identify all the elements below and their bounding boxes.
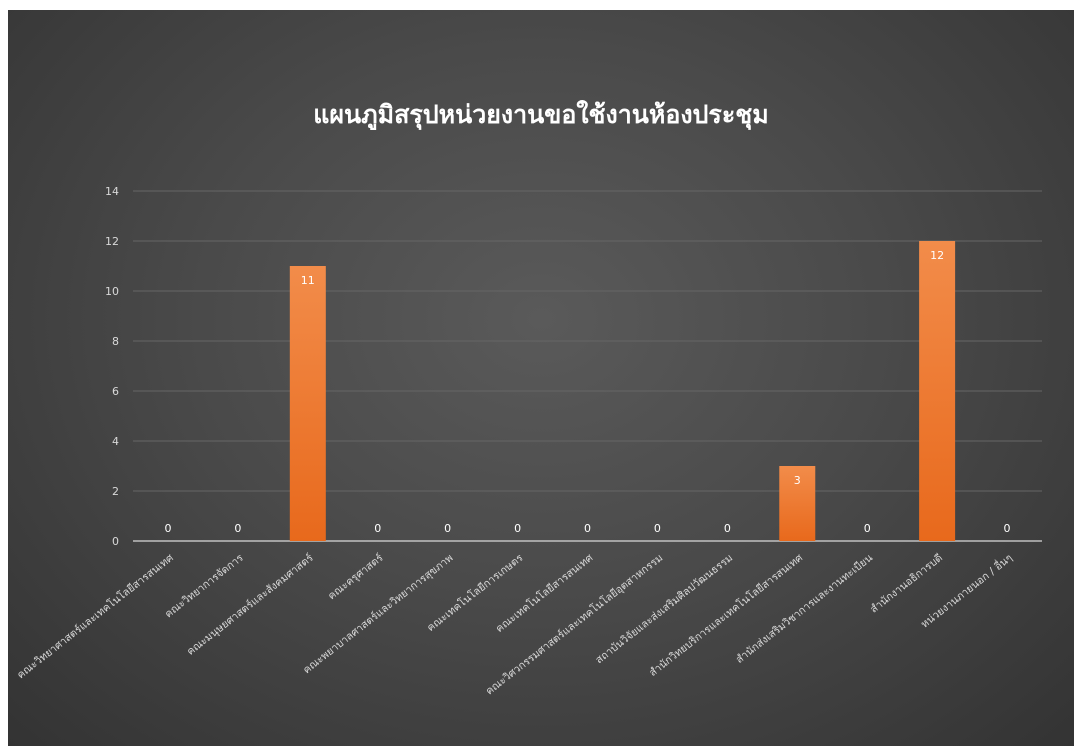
x-category-label: สำนักวิทยบริการและเทคโนโลยีสารสนเทศ [646,551,805,679]
data-label: 0 [1004,522,1011,535]
y-tick-label: 6 [112,385,119,398]
y-tick-label: 4 [112,435,119,448]
x-axis-category-labels: คณะวิทยาศาสตร์และเทคโนโลยีสารสนเทศคณะวิท… [14,550,1015,697]
x-category-label: คณะวิทยาศาสตร์และเทคโนโลยีสารสนเทศ [14,551,176,681]
data-label: 0 [164,522,171,535]
y-tick-label: 8 [112,335,119,348]
x-category-label: สำนักงานอธิการบดี [868,551,945,616]
y-axis-tick-labels: 0 2 4 6 8 10 12 14 [105,185,119,548]
gridlines [133,190,1042,542]
x-category-label: คณะมนุษยศาสตร์และสังคมศาสตร์ [184,551,316,658]
bar [779,466,816,541]
data-label: 0 [864,522,871,535]
x-category-label: สำนักส่งเสริมวิชาการและงานทะเบียน [733,551,875,666]
data-label: 0 [444,522,451,535]
data-label: 0 [374,522,381,535]
data-label: 0 [584,522,591,535]
bars [289,241,956,541]
chart-frame: แผนภูมิสรุปหน่วยงานขอใช้งานห้องประชุม 0 2… [8,10,1074,746]
chart-title: แผนภูมิสรุปหน่วยงานขอใช้งานห้องประชุม [313,100,769,129]
data-label: 11 [301,274,315,287]
data-label: 3 [794,474,801,487]
y-tick-label: 0 [112,535,119,548]
y-tick-label: 2 [112,485,119,498]
bar [919,241,956,541]
bar [289,266,326,541]
y-tick-label: 14 [105,185,119,198]
data-label: 0 [654,522,661,535]
data-label: 0 [724,522,731,535]
y-tick-label: 10 [105,285,119,298]
x-category-label: คณะครุศาสตร์ [325,551,386,602]
data-labels: 0 0 11 0 0 0 0 0 0 3 0 12 0 [164,249,1010,535]
x-category-label: คณะพยาบาลศาสตร์และวิทยาการสุขภาพ [300,551,455,676]
x-category-label: สถาบันวิจัยและส่งเสริมศิลปวัฒนธรรม [593,552,735,666]
data-label: 0 [234,522,241,535]
data-label: 0 [514,522,521,535]
data-label: 12 [930,249,944,262]
y-tick-label: 12 [105,235,119,248]
bar-chart: 0 2 4 6 8 10 12 14 0 0 11 0 0 0 0 0 0 3 0 12 0 คณะวิทยาศาสต… [14,185,1042,698]
